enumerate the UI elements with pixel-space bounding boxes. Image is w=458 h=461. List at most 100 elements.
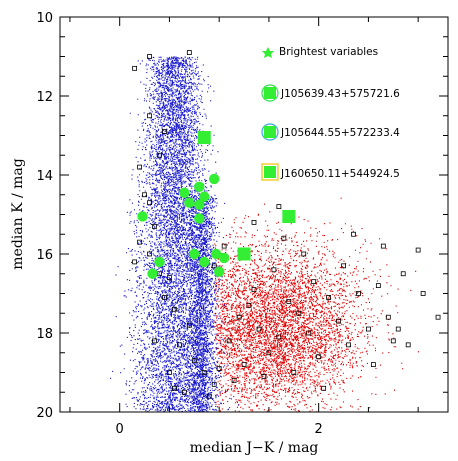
brightest-variable-point <box>194 199 205 210</box>
variable-square-point <box>336 318 341 324</box>
legend-ringed-square-icon <box>261 84 279 102</box>
variable-square-point <box>152 338 157 344</box>
variable-square-point <box>380 243 386 249</box>
brightest-variable-points <box>137 130 296 279</box>
legend-star-icon <box>262 47 274 58</box>
brightest-variable-point <box>213 266 225 277</box>
variable-square-point <box>415 247 421 253</box>
variable-square-point <box>167 275 172 281</box>
legend-entry-j105639: J105639.43+575721.6 <box>261 84 400 102</box>
brightest-variable-point <box>194 181 205 193</box>
variable-square-point <box>147 113 152 119</box>
variable-square-point <box>172 306 177 312</box>
legend-outlined-square-icon <box>261 163 279 181</box>
variable-square-point <box>420 291 426 296</box>
variable-square-point <box>157 152 162 158</box>
brightest-variable-point <box>199 191 210 202</box>
variable-square-point <box>395 326 401 332</box>
legend-entry-j105644: J105644.55+572233.4 <box>261 123 400 141</box>
y-tick-label: 20 <box>36 406 53 421</box>
brightest-variable-point <box>137 211 148 222</box>
variable-square-point <box>356 291 361 296</box>
variable-square-point <box>375 283 381 289</box>
variable-square-point <box>261 374 267 379</box>
y-axis-label: median K / mag <box>10 158 26 270</box>
variable-square-point <box>142 192 147 198</box>
variable-square-point <box>256 326 262 332</box>
variable-square-point <box>326 295 332 300</box>
variable-square-point <box>366 326 371 332</box>
variable-square-point <box>435 314 441 320</box>
variable-square-point <box>286 298 292 304</box>
variable-square-point <box>246 302 252 308</box>
brightest-variable-point <box>194 213 205 224</box>
y-tick-label: 14 <box>36 169 53 184</box>
variable-square-point <box>147 251 152 257</box>
variable-square-point <box>152 223 157 229</box>
brightest-variable-point <box>218 252 230 264</box>
legend-label-j105644: J105644.55+572233.4 <box>280 127 400 139</box>
brightest-variable-point <box>189 248 200 260</box>
legend-entry-j160650: J160650.11+544924.5 <box>261 163 400 181</box>
legend-label-brightest: Brightest variables <box>279 46 378 58</box>
variable-square-point <box>226 338 232 344</box>
variable-square-point <box>251 219 257 225</box>
variable-square-point <box>162 295 167 300</box>
brightest-variable-point <box>154 256 165 268</box>
variable-square-point <box>216 366 222 371</box>
x-axis-label: median J−K / mag <box>190 440 319 456</box>
variable-square-point <box>351 231 356 237</box>
variable-square-point <box>147 54 152 59</box>
legend-ringed-square-icon <box>261 123 279 141</box>
highlighted-variable-square <box>282 209 296 223</box>
variable-square-point <box>271 267 277 273</box>
variable-square-point <box>341 263 346 269</box>
variable-square-point <box>405 342 411 348</box>
variable-square-point <box>201 370 207 375</box>
variable-square-point <box>137 239 142 245</box>
brightest-variable-point <box>209 173 220 185</box>
variable-square-point <box>231 377 237 383</box>
variable-square-point <box>211 263 217 269</box>
variable-square-point <box>132 65 138 71</box>
variable-square-point <box>291 370 297 375</box>
brightest-variable-point <box>147 268 158 279</box>
variable-square-point <box>147 200 152 206</box>
variable-square-point <box>276 334 282 340</box>
variable-square-point <box>206 393 212 399</box>
legend-label-j105639: J105639.43+575721.6 <box>280 88 400 100</box>
variable-square-point <box>370 362 376 368</box>
variable-square-point <box>311 279 317 285</box>
blue-population-dense-band <box>181 194 225 412</box>
variable-square-point <box>281 235 287 241</box>
variable-square-point <box>221 243 227 249</box>
variable-square-point <box>301 251 307 257</box>
brightest-variable-point <box>179 187 190 198</box>
axis-ticks <box>60 16 448 413</box>
variable-square-point <box>181 389 187 395</box>
variable-square-point <box>162 129 167 134</box>
variable-square-point <box>321 385 327 391</box>
variable-square-point <box>306 330 312 336</box>
brightest-variable-point <box>199 256 210 268</box>
star-clouds <box>110 56 419 412</box>
variable-square-point <box>176 342 182 348</box>
variable-square-point <box>241 362 247 368</box>
variable-square-point <box>400 271 406 277</box>
highlighted-variable-square <box>197 130 211 144</box>
variable-square-point <box>186 50 192 55</box>
variable-square-point <box>316 354 322 360</box>
blue-population-cloud <box>110 56 246 412</box>
variable-square-point <box>385 314 391 320</box>
variable-square-point <box>276 204 282 210</box>
brightest-variable-point <box>210 248 222 260</box>
variable-square-point <box>251 287 257 292</box>
y-tick-label: 10 <box>36 11 53 26</box>
variable-square-point <box>167 370 172 375</box>
variable-square-point <box>191 358 197 364</box>
variable-square-point <box>296 310 302 316</box>
red-population-cloud <box>214 197 419 412</box>
x-tick-label: 2 <box>315 422 323 437</box>
x-tick-label: 0 <box>116 422 124 437</box>
